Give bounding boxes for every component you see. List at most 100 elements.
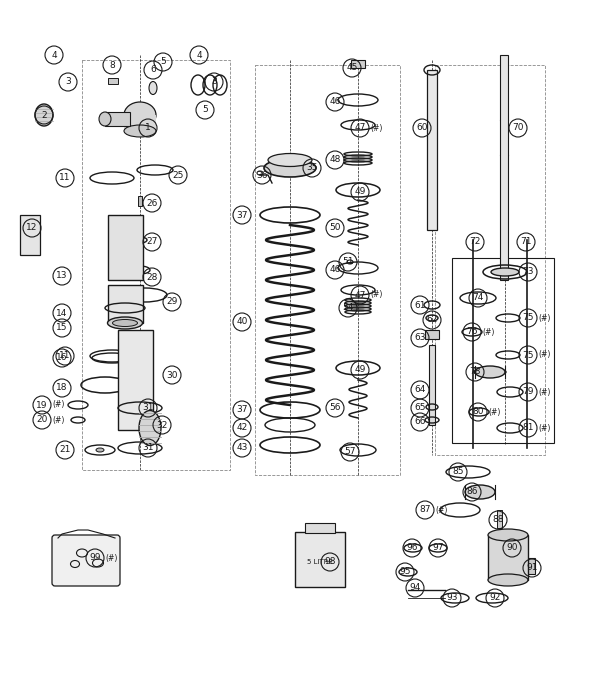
Ellipse shape [107,317,142,329]
Text: 1: 1 [145,124,151,132]
Ellipse shape [264,159,316,177]
Text: 78: 78 [469,368,481,377]
Text: 57: 57 [344,448,356,457]
Text: 54: 54 [342,304,354,313]
Bar [425,330,439,339]
Text: 72: 72 [469,237,481,246]
Text: (#): (#) [370,290,382,299]
Bar [429,345,435,425]
Bar [136,218,140,263]
Text: 12: 12 [26,224,38,233]
Text: 43: 43 [236,444,248,453]
Text: (#): (#) [370,124,382,132]
Bar [124,115,156,131]
Text: 50: 50 [329,224,341,233]
Ellipse shape [488,529,528,541]
Bar [488,535,528,580]
Text: 5 LITRE: 5 LITRE [307,559,333,565]
Text: 64: 64 [415,386,425,395]
Text: 42: 42 [236,424,248,433]
Text: (#): (#) [435,506,447,515]
Text: 47: 47 [355,124,365,132]
Text: 6: 6 [150,66,156,75]
Bar [305,523,335,533]
Text: 29: 29 [166,297,178,306]
Bar [497,510,502,528]
Bar [452,258,554,443]
Text: 91: 91 [526,564,538,573]
Text: 99: 99 [89,553,101,562]
Text: (#): (#) [538,424,550,433]
Text: 86: 86 [466,488,478,497]
Bar [108,285,143,323]
Text: 11: 11 [59,351,71,360]
Text: 81: 81 [522,424,534,433]
Text: 71: 71 [520,237,531,246]
Text: 28: 28 [146,273,158,282]
Text: 98: 98 [324,558,336,566]
Text: (#): (#) [105,553,118,562]
Text: 37: 37 [236,406,248,415]
Bar [138,196,142,206]
Text: (#): (#) [482,328,494,337]
Text: 60: 60 [416,124,428,132]
Text: 31: 31 [142,404,154,413]
Text: 15: 15 [56,324,68,333]
Ellipse shape [124,102,156,128]
Text: 75: 75 [522,351,534,359]
Text: 5: 5 [160,57,166,66]
Text: 65: 65 [415,404,426,413]
Text: 27: 27 [146,237,158,246]
Text: 26: 26 [146,199,158,208]
Bar [20,215,40,255]
Text: 66: 66 [415,417,426,426]
Ellipse shape [99,112,111,126]
Text: (#): (#) [538,388,550,397]
Text: 21: 21 [59,446,71,455]
Ellipse shape [268,153,312,166]
Text: 13: 13 [56,271,68,281]
Text: 19: 19 [36,400,48,409]
Text: 56: 56 [329,404,341,413]
Text: 95: 95 [399,567,411,577]
Text: 88: 88 [492,515,504,524]
Text: 73: 73 [522,268,534,277]
Text: 3: 3 [65,77,71,86]
Text: 3: 3 [211,77,217,86]
Text: 74: 74 [472,293,484,302]
Ellipse shape [139,411,161,446]
Bar [500,55,508,280]
Text: 18: 18 [56,384,68,393]
Ellipse shape [113,319,138,326]
Text: (#): (#) [52,415,64,424]
Bar [427,70,437,230]
Text: 63: 63 [415,333,426,342]
Text: 14: 14 [56,308,68,317]
Bar [527,558,535,574]
Text: 93: 93 [446,593,458,602]
Ellipse shape [491,268,519,276]
Text: 47: 47 [355,290,365,299]
Bar [105,112,130,126]
Text: 92: 92 [489,593,501,602]
Bar [108,78,118,84]
Text: 32: 32 [156,420,168,429]
Ellipse shape [124,125,156,137]
FancyBboxPatch shape [52,535,120,586]
Text: 5: 5 [202,106,208,115]
Text: 49: 49 [355,188,365,197]
Text: 51: 51 [342,257,354,266]
Text: 76: 76 [466,328,478,337]
Text: 87: 87 [419,506,431,515]
Text: 2: 2 [41,110,47,119]
Text: 79: 79 [522,388,534,397]
Text: 4: 4 [196,50,202,59]
Text: 8: 8 [109,61,115,70]
Text: 70: 70 [512,124,524,132]
Text: 20: 20 [36,415,48,424]
Text: 46: 46 [329,266,341,275]
Text: 36: 36 [256,170,268,179]
Text: 85: 85 [452,468,464,477]
Text: 4: 4 [51,50,57,59]
Text: (#): (#) [538,351,550,359]
